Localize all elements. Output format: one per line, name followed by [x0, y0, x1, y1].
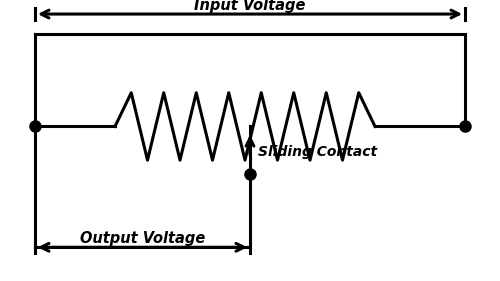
- Text: Output Voltage: Output Voltage: [80, 231, 205, 246]
- Text: Input Voltage: Input Voltage: [194, 0, 306, 13]
- Text: Sliding Contact: Sliding Contact: [258, 145, 376, 159]
